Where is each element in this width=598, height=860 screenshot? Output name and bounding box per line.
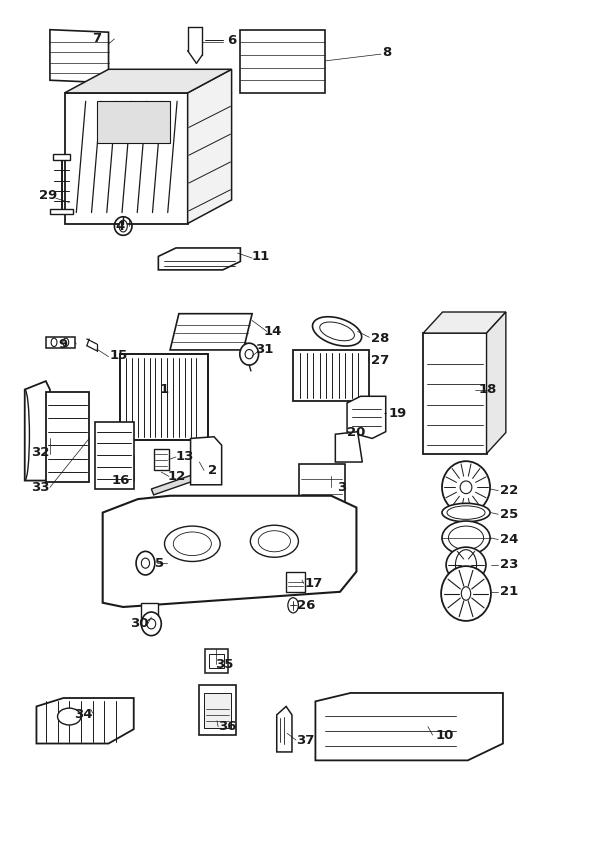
Text: 20: 20 [347, 426, 365, 439]
Text: 23: 23 [499, 558, 518, 571]
Ellipse shape [258, 531, 291, 552]
Ellipse shape [442, 521, 490, 555]
Text: 17: 17 [304, 577, 323, 590]
Ellipse shape [446, 547, 486, 582]
Text: 13: 13 [176, 451, 194, 464]
Polygon shape [347, 396, 386, 439]
Ellipse shape [173, 532, 211, 556]
Text: 9: 9 [59, 337, 68, 351]
Ellipse shape [441, 566, 491, 621]
Text: 6: 6 [227, 34, 236, 47]
Circle shape [63, 338, 69, 347]
Text: 15: 15 [109, 349, 127, 362]
Polygon shape [65, 70, 231, 93]
Polygon shape [46, 392, 89, 482]
Ellipse shape [251, 525, 298, 557]
Polygon shape [154, 449, 169, 470]
Ellipse shape [141, 558, 150, 568]
Text: 34: 34 [74, 709, 93, 722]
Ellipse shape [57, 708, 81, 725]
Ellipse shape [442, 461, 490, 513]
Ellipse shape [320, 322, 355, 341]
Polygon shape [50, 30, 109, 83]
Polygon shape [299, 464, 344, 525]
Circle shape [461, 587, 471, 600]
Polygon shape [293, 350, 370, 401]
Text: 18: 18 [478, 383, 497, 396]
Ellipse shape [141, 612, 161, 636]
Polygon shape [191, 437, 222, 485]
Text: 5: 5 [155, 556, 164, 569]
Polygon shape [53, 154, 71, 160]
Text: 12: 12 [168, 470, 186, 482]
Polygon shape [315, 693, 503, 760]
Polygon shape [209, 654, 224, 667]
Ellipse shape [447, 506, 485, 519]
Circle shape [288, 598, 298, 613]
Ellipse shape [164, 526, 220, 562]
Polygon shape [204, 693, 231, 728]
Polygon shape [103, 495, 356, 607]
Polygon shape [335, 432, 362, 462]
Text: 4: 4 [115, 219, 125, 232]
Text: 28: 28 [371, 333, 389, 346]
Polygon shape [240, 30, 325, 93]
Polygon shape [188, 70, 231, 224]
Polygon shape [46, 337, 75, 348]
Polygon shape [277, 706, 292, 752]
Circle shape [456, 550, 477, 580]
Text: 26: 26 [297, 599, 315, 611]
Polygon shape [151, 468, 214, 494]
Polygon shape [95, 421, 134, 489]
Ellipse shape [240, 343, 258, 366]
Text: 16: 16 [111, 474, 129, 487]
Polygon shape [141, 603, 158, 625]
Ellipse shape [442, 503, 490, 522]
Polygon shape [423, 333, 487, 453]
Text: 33: 33 [30, 481, 49, 494]
Polygon shape [36, 698, 134, 744]
Circle shape [51, 338, 57, 347]
Text: 25: 25 [500, 507, 518, 521]
Text: 11: 11 [252, 250, 270, 263]
Ellipse shape [448, 526, 484, 550]
Polygon shape [205, 649, 227, 673]
Ellipse shape [147, 619, 155, 629]
Polygon shape [286, 572, 305, 592]
Text: 30: 30 [130, 617, 149, 630]
Polygon shape [65, 93, 188, 224]
Polygon shape [158, 248, 240, 270]
Text: 14: 14 [264, 325, 282, 338]
Polygon shape [170, 314, 252, 350]
Polygon shape [50, 209, 74, 214]
Text: 19: 19 [388, 407, 407, 420]
Text: 7: 7 [92, 33, 102, 46]
Text: 10: 10 [435, 728, 453, 741]
Ellipse shape [136, 551, 155, 575]
Text: 24: 24 [499, 533, 518, 546]
Text: 2: 2 [208, 464, 217, 477]
Ellipse shape [313, 316, 362, 346]
Polygon shape [25, 381, 50, 481]
Text: 35: 35 [215, 658, 233, 671]
Text: 31: 31 [255, 343, 273, 356]
Text: 27: 27 [371, 354, 389, 367]
Polygon shape [487, 312, 506, 453]
Polygon shape [97, 101, 170, 144]
Polygon shape [423, 312, 506, 333]
Ellipse shape [245, 349, 254, 359]
Text: 37: 37 [295, 734, 314, 746]
Polygon shape [120, 354, 208, 440]
Text: 36: 36 [218, 720, 237, 734]
Text: 8: 8 [382, 46, 392, 59]
Ellipse shape [460, 481, 472, 494]
Circle shape [119, 220, 127, 232]
Text: 32: 32 [30, 446, 49, 459]
Text: 29: 29 [39, 189, 57, 202]
Text: 21: 21 [500, 586, 518, 599]
Text: 1: 1 [160, 383, 169, 396]
Text: 3: 3 [337, 481, 346, 494]
Text: 22: 22 [500, 484, 518, 497]
Polygon shape [199, 685, 236, 735]
